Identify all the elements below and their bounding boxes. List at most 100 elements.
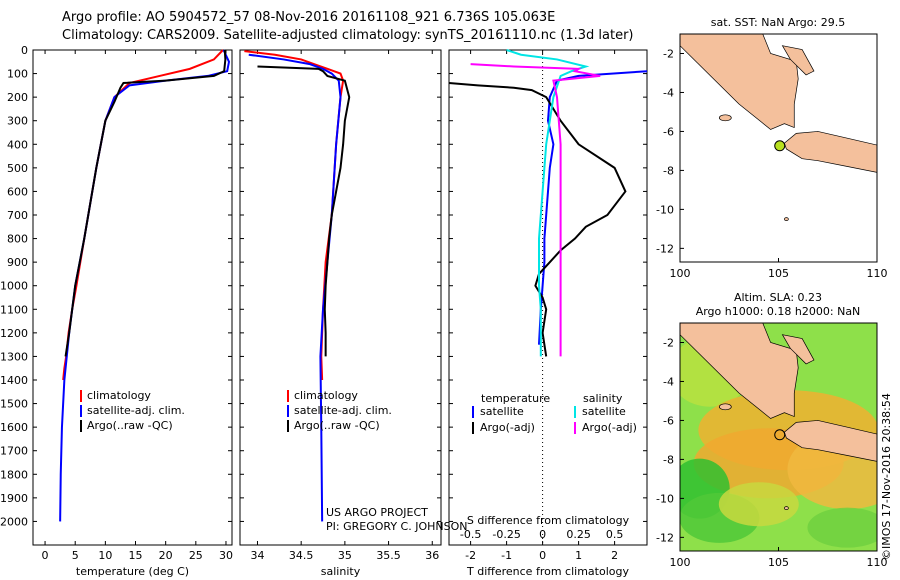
enggano-island [718, 114, 732, 122]
x-tick-label: -2 [465, 549, 476, 562]
g-map2-content [680, 323, 877, 551]
argo-float-marker [774, 140, 786, 152]
s-tick-label: -0.25 [492, 528, 520, 541]
map-x-tick-label: 100 [670, 556, 691, 569]
sla-map-title2: Argo h1000: 0.18 h2000: NaN [696, 305, 861, 318]
map-y-tick-label: -2 [663, 47, 674, 60]
x-tick-label: 2 [611, 549, 618, 562]
series-line-climatology [244, 50, 345, 381]
s-tick-label: 0.5 [606, 528, 624, 541]
y-tick-label: 1000 [0, 280, 28, 293]
series-line-s-satellite [506, 49, 590, 357]
legend-label: satellite [480, 405, 524, 418]
x-tick-label: 15 [129, 549, 143, 562]
map-y-tick-label: -8 [663, 164, 674, 177]
java-landmass [784, 420, 877, 462]
x-tick-label: 34.5 [289, 549, 314, 562]
y-tick-label: 1700 [0, 445, 28, 458]
x-tick-label: 35 [338, 549, 352, 562]
s-tick-label: 0.25 [566, 528, 591, 541]
legend-label: Argo(-adj) [582, 421, 637, 434]
legend-label: satellite [582, 405, 626, 418]
y-tick-label: 1500 [0, 398, 28, 411]
legend-header-temperature: temperature [481, 392, 550, 405]
legend-label: climatology [294, 389, 358, 402]
bangka-island [781, 334, 815, 365]
sst-map-title: sat. SST: NaN Argo: 29.5 [711, 16, 845, 29]
map-y-tick-label: -4 [663, 375, 674, 388]
map-y-tick-label: -6 [663, 414, 674, 427]
series-line-t-satellite [538, 70, 648, 345]
y-tick-label: 900 [7, 256, 28, 269]
salinity-panel: 34 34.5 35 35.5 36 salinity climatology satelli… [239, 49, 442, 578]
x-tick-label: 35.5 [376, 549, 401, 562]
difference-xlabel: T difference from climatology [466, 565, 629, 578]
y-tick-label: 1900 [0, 492, 28, 505]
y-tick-label: 1400 [0, 374, 28, 387]
java-landmass [784, 131, 877, 173]
legend-header-salinity: salinity [583, 392, 623, 405]
sla-map-title1: Altim. SLA: 0.23 [734, 291, 822, 304]
series-line-climatology [62, 49, 224, 381]
figure-text: US ARGO PROJECT PI: GREGORY C. JOHNSON [326, 506, 467, 533]
temperature-frame [32, 49, 233, 546]
s-diff-label: S difference from climatology [467, 514, 630, 527]
y-tick-label: 100 [7, 68, 28, 81]
series-line-argo---raw--qc- [64, 49, 227, 357]
map-y-tick-label: -12 [656, 531, 674, 544]
x-tick-label: 0 [42, 549, 49, 562]
y-tick-label: 200 [7, 91, 28, 104]
x-tick-label: 36 [425, 549, 439, 562]
sst-map-panel: 100 105 110 -2 -4 -6 -8 -10 -12 sat. SST: NaN Arg… [656, 16, 887, 280]
salinity-xlabel: salinity [321, 565, 361, 578]
difference-frame [448, 49, 648, 546]
x-tick-label: 30 [219, 549, 233, 562]
christmas-island [784, 217, 789, 221]
y-tick-label: 300 [7, 115, 28, 128]
y-tick-label: 700 [7, 209, 28, 222]
y-tick-label: 400 [7, 138, 28, 151]
x-tick-label: 5 [72, 549, 79, 562]
map-y-tick-label: -10 [656, 492, 674, 505]
series-line-t-argo--adj- [448, 82, 627, 357]
x-tick-label: 10 [98, 549, 112, 562]
salinity-frame [239, 49, 442, 546]
map-x-tick-label: 105 [768, 556, 789, 569]
x-tick-label: 0 [539, 549, 546, 562]
legend-label: Argo(..raw -QC) [87, 419, 173, 432]
legend-label: satellite-adj. clim. [87, 404, 185, 417]
sla-anomaly-blob [718, 482, 799, 527]
map-x-tick-label: 100 [670, 267, 691, 280]
x-tick-label: 1 [575, 549, 582, 562]
title-line2: Climatology: CARS2009. Satellite-adjuste… [62, 28, 634, 43]
series-line-s-argo--adj- [470, 63, 601, 357]
y-tick-label: 800 [7, 233, 28, 246]
map-y-tick-label: -2 [663, 336, 674, 349]
enggano-island [718, 403, 732, 411]
y-tick-label: 2000 [0, 515, 28, 528]
map-y-tick-label: -4 [663, 86, 674, 99]
y-tick-label: 0 [21, 44, 28, 57]
sla-anomaly-blob [807, 507, 877, 548]
x-tick-label: 25 [189, 549, 203, 562]
legend-label: satellite-adj. clim. [294, 404, 392, 417]
map-x-tick-label: 110 [867, 267, 888, 280]
difference-panel: -2 -1 0 1 2 T difference from climatology S di… [448, 49, 648, 578]
sla-map-panel: 100 105 110 -2 -4 -6 -8 -10 -12 Altim. SLA: 0.23A… [656, 291, 887, 569]
legend-label: Argo(..raw -QC) [294, 419, 380, 432]
map-y-tick-label: -8 [663, 453, 674, 466]
series-line-satellite-adj--clim- [59, 49, 231, 522]
temperature-xlabel: temperature (deg C) [76, 565, 189, 578]
y-tick-label: 500 [7, 162, 28, 175]
series-line-satellite-adj--clim- [248, 53, 342, 522]
credit-pi: PI: GREGORY C. JOHNSON [326, 520, 467, 533]
x-tick-label: 34 [250, 549, 264, 562]
map-x-tick-label: 105 [768, 267, 789, 280]
sumatra-landmass [680, 34, 799, 130]
map-y-tick-label: -12 [656, 242, 674, 255]
x-tick-label: 20 [159, 549, 173, 562]
title-line1: Argo profile: AO 5904572_57 08-Nov-2016 … [62, 10, 556, 25]
timestamp-stamp: ©IMOS 17-Nov-2016 20:38:54 [880, 393, 893, 560]
map-y-tick-label: -6 [663, 125, 674, 138]
